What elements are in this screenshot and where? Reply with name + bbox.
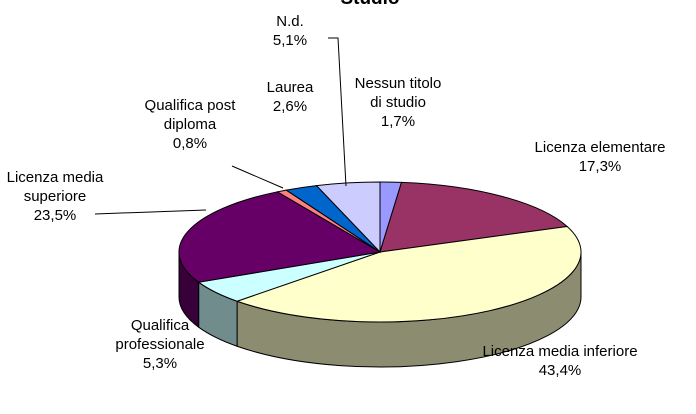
- category-label: Laurea: [266, 79, 314, 96]
- category-label: Qualifica professionale: [115, 317, 205, 353]
- value-label: 1,7%: [380, 113, 416, 130]
- category-label: N.d.: [276, 13, 304, 30]
- data-label: Qualifica professionale 5,3%: [90, 316, 230, 373]
- pie-slice: [235, 225, 582, 323]
- value-label: 0,8%: [172, 135, 208, 152]
- data-label: Nessun titolo di studio 1,7%: [352, 74, 444, 131]
- value-label: 5,1%: [272, 32, 308, 49]
- value-label: 23,5%: [33, 207, 77, 224]
- category-label: Licenza elementare: [534, 139, 666, 156]
- category-label: Nessun titolo di studio: [354, 75, 442, 111]
- data-label: Laurea 2,6%: [250, 78, 330, 116]
- pie-top: [178, 181, 582, 323]
- value-label: 2,6%: [272, 98, 308, 115]
- chart-title: Studio: [0, 0, 696, 10]
- pie-slice: [178, 191, 382, 283]
- category-label: Qualifica post diploma: [144, 97, 236, 133]
- data-label: Licenza media inferiore 43,4%: [480, 342, 640, 380]
- leader-line: [328, 37, 347, 187]
- pie-slice: [315, 181, 381, 254]
- category-label: Licenza media inferiore: [482, 343, 638, 360]
- pie-slice: [379, 181, 569, 253]
- leader-line: [94, 209, 207, 215]
- pie-sides: [178, 251, 582, 368]
- category-label: Licenza media superiore: [6, 169, 104, 205]
- leader-line: [231, 165, 284, 189]
- data-label: Qualifica post diploma 0,8%: [140, 96, 240, 153]
- data-label: Licenza elementare 17,3%: [500, 138, 696, 176]
- leader-lines: [94, 37, 347, 215]
- value-label: 43,4%: [538, 362, 582, 379]
- value-label: 5,3%: [142, 355, 178, 372]
- data-label: N.d. 5,1%: [250, 12, 330, 50]
- data-label: Licenza media superiore 23,5%: [5, 168, 105, 225]
- value-label: 17,3%: [578, 158, 622, 175]
